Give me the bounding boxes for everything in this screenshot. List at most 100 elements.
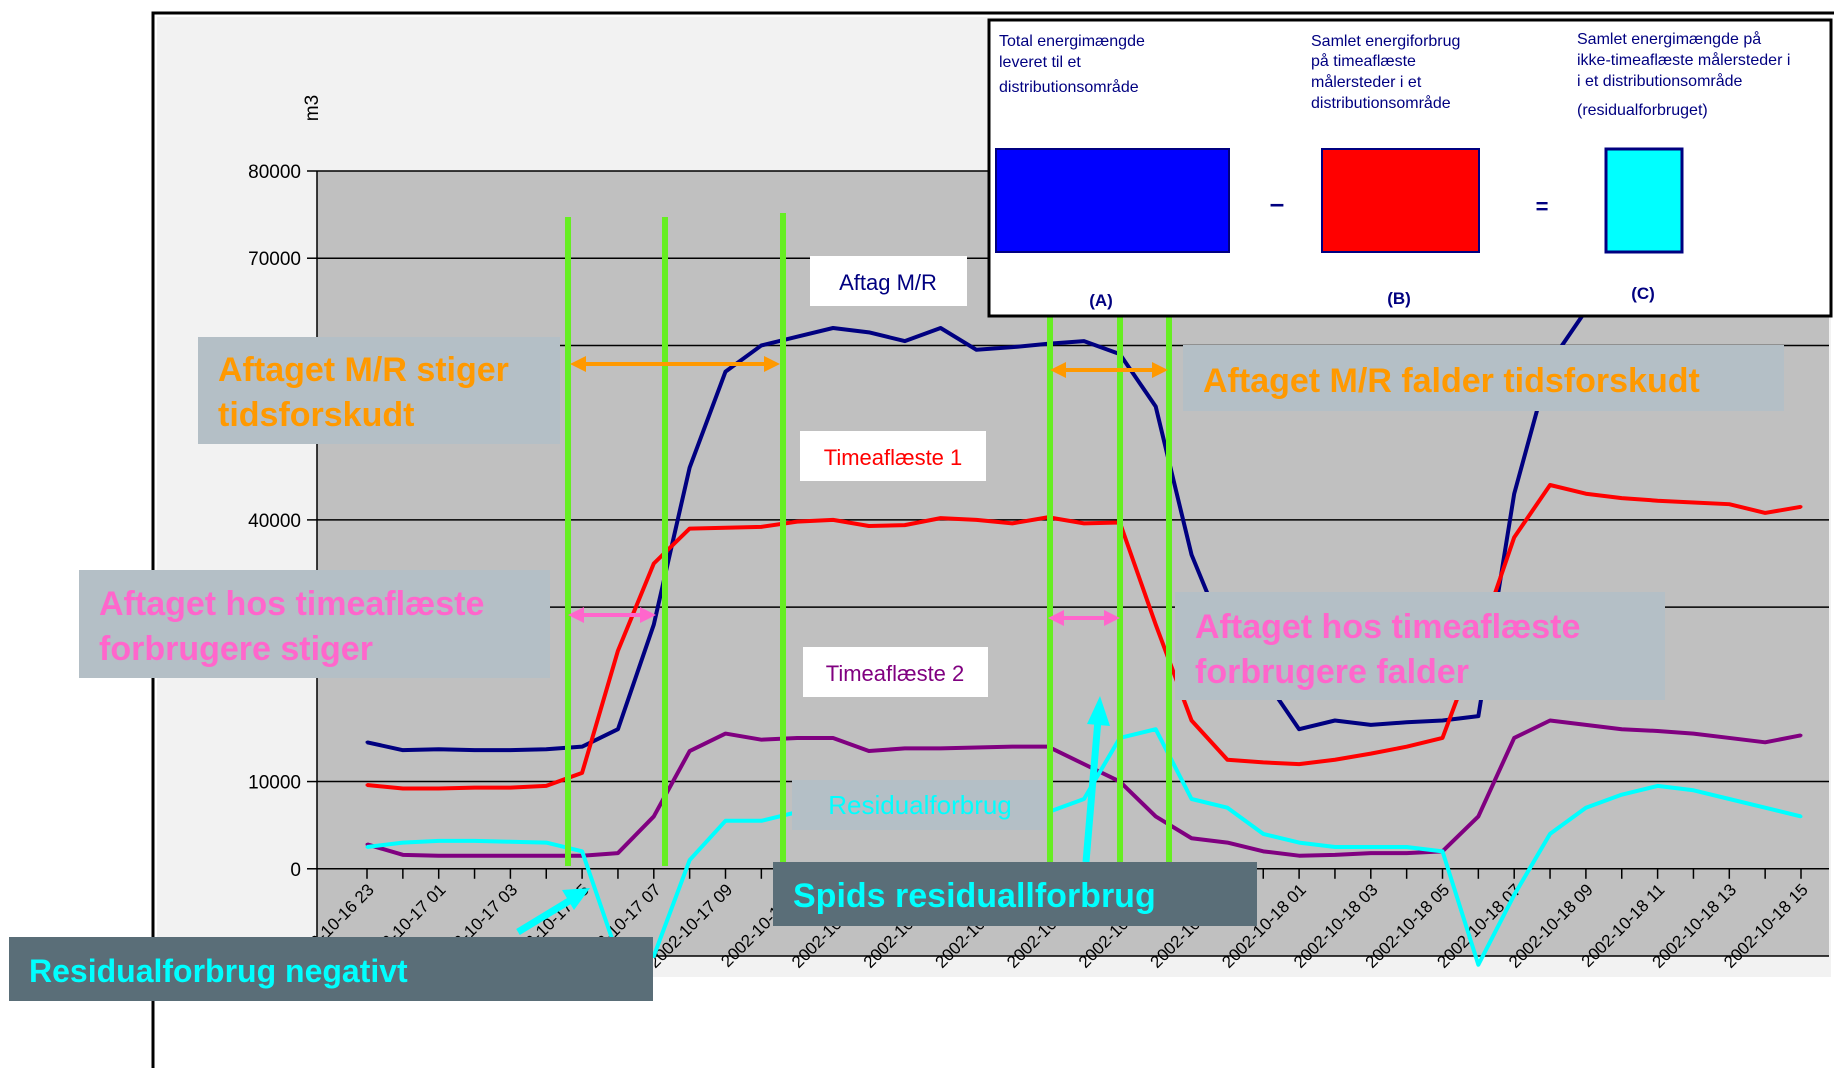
data-point-timeafl-ste-1 xyxy=(1691,500,1695,504)
data-point-timeafl-ste-1 xyxy=(1441,736,1444,740)
data-point-timeafl-ste-1 xyxy=(401,787,405,791)
callout-time-stiger: Aftaget hos timeaflæste forbrugere stige… xyxy=(79,570,550,678)
cyan-arrow-negative-shaft xyxy=(516,895,576,935)
data-point-aftag-m-r xyxy=(365,740,369,744)
data-point-timeafl-ste-1 xyxy=(1154,623,1158,627)
callout-mr-stiger-line2: tidsforskudt xyxy=(218,396,414,434)
series-label-aftag: Aftag M/R xyxy=(839,270,937,295)
y-tick-label: 10000 xyxy=(248,773,301,794)
data-point-residualforbrug xyxy=(1476,963,1480,967)
series-label-timeaflaeste2: Timeaflæste 2 xyxy=(826,661,965,686)
data-point-timeafl-ste-1 xyxy=(939,516,943,520)
data-point-aftag-m-r xyxy=(1333,719,1337,722)
data-point-residualforbrug xyxy=(724,819,727,823)
data-point-aftag-m-r xyxy=(1476,714,1480,718)
data-point-timeafl-ste-1 xyxy=(1369,752,1373,756)
legend-c-line1: Samlet energimængde på xyxy=(1577,30,1761,48)
callout-time-falder-line2: forbrugere falder xyxy=(1195,653,1469,691)
series-label-residual: Residualforbrug xyxy=(828,790,1012,820)
legend-c-line3: i et distributionsområde xyxy=(1577,72,1743,90)
data-point-aftag-m-r xyxy=(473,748,477,752)
data-point-residualforbrug xyxy=(473,839,477,843)
data-point-timeafl-ste-1 xyxy=(1727,502,1731,506)
data-point-residualforbrug xyxy=(1225,806,1229,810)
data-point-timeafl-ste-2 xyxy=(1799,733,1803,737)
data-point-timeafl-ste-2 xyxy=(795,736,799,740)
callout-box xyxy=(1175,592,1665,700)
data-point-timeafl-ste-2 xyxy=(867,749,871,753)
data-point-timeafl-ste-2 xyxy=(1476,814,1480,818)
data-point-timeafl-ste-1 xyxy=(1297,762,1301,766)
data-point-timeafl-ste-2 xyxy=(544,854,548,858)
data-point-aftag-m-r xyxy=(580,745,584,749)
formula-legend: Total energimængde leveret til et distri… xyxy=(987,18,1833,318)
data-point-residualforbrug xyxy=(580,849,584,853)
data-point-timeafl-ste-1 xyxy=(508,786,512,790)
data-point-timeafl-ste-1 xyxy=(1512,535,1516,539)
data-point-residualforbrug xyxy=(544,841,548,845)
data-point-aftag-m-r xyxy=(1405,720,1409,724)
orange-arrows xyxy=(570,356,1168,378)
data-point-residualforbrug xyxy=(1082,797,1086,801)
legend-c-swatch xyxy=(1604,147,1684,254)
legend-a-line2: leveret til et xyxy=(999,54,1081,71)
legend-b-line3: målersteder i et xyxy=(1311,73,1422,91)
data-point-aftag-m-r xyxy=(724,370,727,374)
data-point-timeafl-ste-1 xyxy=(1333,758,1337,762)
data-point-aftag-m-r xyxy=(1369,723,1373,727)
legend-a-line1: Total energimængde xyxy=(999,33,1145,50)
data-point-aftag-m-r xyxy=(652,623,656,627)
data-point-timeafl-ste-2 xyxy=(688,749,692,753)
pink-arrowhead xyxy=(568,607,584,623)
data-point-residualforbrug xyxy=(1656,784,1660,788)
data-point-residualforbrug xyxy=(1405,845,1409,849)
y-tick-label: 70000 xyxy=(248,249,301,270)
legend-minus: – xyxy=(1270,188,1284,218)
data-point-residualforbrug xyxy=(1620,793,1624,797)
legend-b-label: (B) xyxy=(1387,289,1411,308)
data-point-timeafl-ste-1 xyxy=(1225,758,1229,762)
data-point-residualforbrug xyxy=(1799,814,1803,818)
data-point-timeafl-ste-2 xyxy=(1620,727,1624,731)
callout-mr-stiger-line1: Aftaget M/R stiger xyxy=(218,351,509,389)
data-point-residualforbrug xyxy=(1297,841,1301,845)
cyan-arrow-peak-shaft xyxy=(1082,719,1102,863)
callout-time-stiger-line2: forbrugere stiger xyxy=(99,630,373,668)
data-point-timeafl-ste-1 xyxy=(759,525,763,529)
callout-spids-text: Spids residuallforbrug xyxy=(793,877,1156,915)
legend-a-label: (A) xyxy=(1089,291,1113,310)
data-point-aftag-m-r xyxy=(759,343,763,347)
data-point-timeafl-ste-2 xyxy=(1190,836,1194,840)
y-tick-label: 0 xyxy=(290,860,301,881)
data-point-timeafl-ste-1 xyxy=(1763,511,1767,515)
data-point-timeafl-ste-1 xyxy=(437,787,441,791)
pink-arrowhead xyxy=(640,607,656,623)
data-point-timeafl-ste-2 xyxy=(1154,814,1158,818)
marker-lines xyxy=(565,213,1172,866)
data-point-timeafl-ste-1 xyxy=(1584,492,1588,496)
callout-box xyxy=(9,937,653,1001)
data-point-aftag-m-r xyxy=(1190,553,1194,557)
callout-box xyxy=(1183,345,1784,411)
data-point-aftag-m-r xyxy=(1010,345,1014,349)
y-axis-label: m3 xyxy=(302,95,323,121)
data-point-aftag-m-r xyxy=(1297,727,1301,731)
cyan-arrowhead xyxy=(562,888,590,910)
legend-b-line4: distributionsområde xyxy=(1311,94,1451,112)
data-point-timeafl-ste-2 xyxy=(1010,745,1014,749)
data-point-aftag-m-r xyxy=(508,748,512,752)
legend-b-line2: på timeaflæste xyxy=(1311,52,1416,70)
data-point-aftag-m-r xyxy=(437,747,441,751)
cyan-arrows xyxy=(516,696,1110,935)
data-point-residualforbrug xyxy=(1763,806,1767,810)
data-point-aftag-m-r xyxy=(401,748,405,752)
data-point-timeafl-ste-2 xyxy=(1369,851,1373,855)
legend-c-label: (C) xyxy=(1631,284,1655,303)
data-point-timeafl-ste-1 xyxy=(1799,505,1803,509)
data-point-residualforbrug xyxy=(1441,849,1444,853)
data-point-timeafl-ste-2 xyxy=(1584,723,1588,727)
callout-time-falder: Aftaget hos timeaflæste forbrugere falde… xyxy=(1175,592,1665,700)
data-point-timeafl-ste-1 xyxy=(1261,760,1265,764)
data-point-residualforbrug xyxy=(1154,727,1158,731)
